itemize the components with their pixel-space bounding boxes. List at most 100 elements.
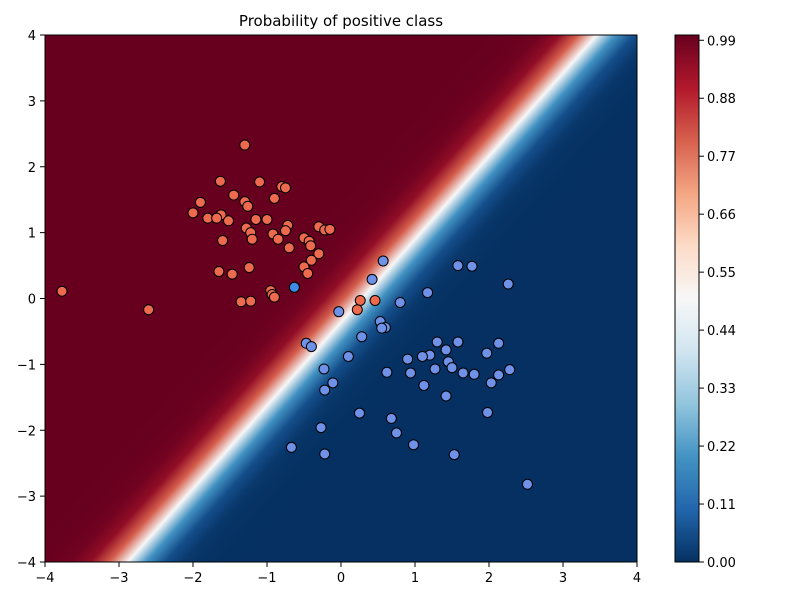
point-negative [318,363,330,375]
point-negative [327,377,339,389]
point-positive [254,176,266,188]
y-tick-label: 0 [28,293,36,308]
point-negative [466,260,478,272]
point-negative [431,336,443,348]
point-negative [452,336,464,348]
y-axis: −4 −3 −2 −1 0 1 2 3 4 [17,29,45,571]
point-negative [319,384,331,396]
point-positive [187,207,199,219]
point-negative [457,367,469,379]
point-positive [351,304,363,316]
colorbar-tick-label: 0.88 [707,92,736,107]
point-negative [356,331,368,343]
point-positive [228,189,240,201]
point-negative [493,337,505,349]
point-negative [504,364,516,376]
x-tick-label: −1 [257,571,276,586]
colorbar-tick-label: 0.00 [707,556,736,571]
y-tick-label: 2 [28,161,36,176]
y-tick-label: −2 [17,424,36,439]
x-axis: −4 −3 −2 −1 0 1 2 3 4 [35,562,641,586]
point-misclassified_negative [288,281,300,293]
colorbar-tick-label: 0.33 [707,382,736,397]
point-negative [405,367,417,379]
y-tick-label: 1 [28,227,36,242]
point-positive [272,233,284,245]
x-tick-label: 1 [411,571,419,586]
colorbar-tick-label: 0.11 [707,498,736,513]
point-negative [285,441,297,453]
point-negative [485,377,497,389]
point-positive [245,295,257,307]
x-tick-label: 4 [633,571,641,586]
point-negative [333,306,345,318]
series-misclassified_negative [288,281,300,293]
point-negative [481,347,493,359]
point-positive [261,213,273,225]
point-positive [194,196,206,208]
colorbar-scale [674,34,700,563]
point-positive [242,200,254,212]
point-negative [342,350,354,362]
y-tick-label: −1 [17,358,36,373]
chart-title: Probability of positive class [239,12,443,30]
point-negative [305,341,317,353]
point-negative [493,369,505,381]
point-positive [305,240,317,252]
point-negative [381,366,393,378]
point-positive [324,223,336,235]
point-negative [502,278,514,290]
x-tick-label: −2 [183,571,202,586]
point-negative [319,448,331,460]
point-positive [226,268,238,280]
point-negative [416,350,428,362]
point-negative [385,412,397,424]
point-positive [213,265,225,277]
colorbar-tick-label: 0.44 [707,324,736,339]
point-negative [440,390,452,402]
point-positive [143,304,155,316]
point-negative [482,406,494,418]
y-tick-label: −4 [17,556,36,571]
point-positive [235,296,247,308]
point-positive [280,225,291,237]
point-positive [268,192,280,204]
point-negative [440,344,452,356]
series-negative [285,255,533,490]
point-negative [376,322,388,334]
point-positive [250,213,262,225]
plot-area [44,34,638,563]
point-positive [313,248,325,260]
point-negative [377,255,389,267]
point-positive [283,242,295,254]
point-positive [217,235,229,247]
point-positive [369,294,381,306]
series-positive [56,139,381,316]
probability-heatmap [45,35,637,562]
colorbar-tick-label: 0.99 [707,34,736,49]
point-negative [429,363,441,375]
colorbar-tick-label: 0.66 [707,208,736,223]
point-positive [214,175,226,187]
y-tick-label: 3 [28,95,36,110]
point-negative [446,362,458,374]
point-positive [280,182,291,194]
point-positive [56,285,68,297]
point-negative [418,379,430,391]
point-negative [402,353,414,365]
point-negative [422,287,434,299]
point-positive [211,212,223,224]
point-negative [394,296,406,308]
x-tick-label: −4 [35,571,54,586]
colorbar: 0.00 0.11 0.22 0.33 0.44 0.55 0.66 0.77 0.88 0.99 [674,34,736,571]
point-positive [302,267,314,279]
point-negative [452,260,464,272]
colorbar-tick-label: 0.77 [707,150,736,165]
point-negative [391,427,402,439]
colorbar-tick-label: 0.22 [707,440,736,455]
point-negative [521,478,533,490]
point-negative [366,273,378,285]
x-tick-label: 3 [559,571,567,586]
colorbar-tick-label: 0.55 [707,266,736,281]
